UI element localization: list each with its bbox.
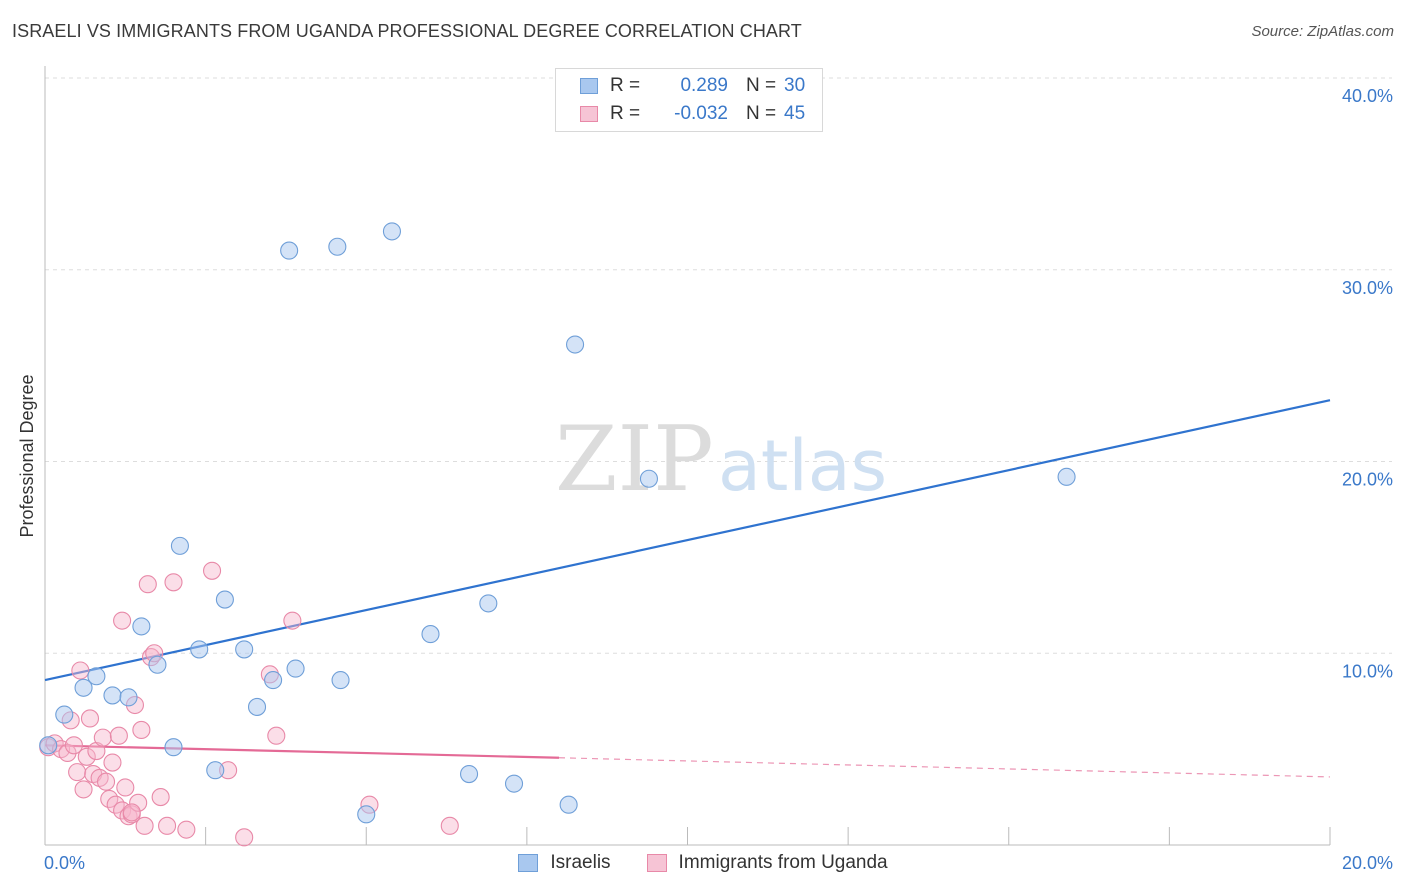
- israelis-point: [421, 625, 440, 644]
- uganda-point: [77, 747, 96, 766]
- legend-row-israelis: R = 0.289 N = 30: [580, 74, 805, 98]
- y-tick-label: 20.0%: [1342, 470, 1393, 490]
- israelis-point: [39, 736, 58, 755]
- data-points: [39, 222, 1076, 847]
- israelis-point: [286, 659, 305, 678]
- watermark-zip: ZIP: [555, 407, 714, 512]
- israelis-point: [170, 536, 189, 555]
- uganda-point: [109, 726, 128, 745]
- axes: [44, 66, 1331, 846]
- israelis-point: [1057, 467, 1076, 486]
- israelis-point: [639, 469, 659, 488]
- uganda-point: [164, 573, 183, 592]
- uganda-point: [71, 661, 90, 680]
- israelis-point: [459, 765, 479, 784]
- uganda-point: [116, 778, 135, 797]
- legend-r-value: -0.032: [674, 103, 728, 124]
- uganda-point: [122, 803, 141, 822]
- israelis-point: [504, 774, 524, 793]
- israelis-point: [566, 335, 585, 354]
- israelis-point: [190, 640, 209, 659]
- uganda-point: [440, 816, 459, 835]
- legend-n-value: 30: [784, 75, 806, 96]
- grid-lines: [45, 77, 1392, 654]
- uganda-point: [177, 820, 196, 839]
- y-tick-label: 40.0%: [1342, 86, 1393, 106]
- israelis-point: [103, 686, 122, 705]
- stats-legend: R = 0.289 N = 30 R = -0.032 N = 45: [555, 68, 823, 132]
- legend-item-uganda[interactable]: Immigrants from Uganda: [646, 852, 888, 874]
- legend-item-israelis[interactable]: Israelis: [518, 852, 611, 874]
- uganda-point: [132, 720, 151, 740]
- uganda-trend-line: [44, 744, 560, 759]
- uganda-legend-label: Immigrants from Uganda: [678, 852, 888, 873]
- israelis-point: [164, 738, 183, 757]
- israelis-point: [357, 805, 376, 824]
- trend-lines: [44, 399, 1331, 778]
- uganda-point: [68, 763, 87, 782]
- y-tick-label: 10.0%: [1342, 661, 1393, 681]
- source-credit: Source: ZipAtlas.com: [1251, 23, 1394, 40]
- legend-r-label: R =: [610, 75, 641, 96]
- israelis-point: [215, 590, 234, 609]
- uganda-point: [158, 816, 177, 835]
- uganda-point: [113, 611, 132, 630]
- uganda-point: [58, 743, 77, 763]
- uganda-point: [283, 611, 302, 630]
- uganda-point: [138, 575, 157, 594]
- israelis-point: [132, 617, 151, 636]
- legend-r-label: R =: [610, 103, 641, 124]
- uganda-point: [203, 561, 222, 580]
- israelis-point: [235, 640, 254, 659]
- israelis-point: [559, 795, 578, 814]
- tick-labels: 10.0% 20.0% 30.0% 40.0% 0.0% 20.0%: [44, 86, 1393, 873]
- legend-n-value: 45: [784, 103, 806, 124]
- israelis-point: [328, 237, 347, 256]
- israelis-legend-swatch: [518, 854, 539, 872]
- israelis-point: [55, 705, 74, 724]
- israelis-point: [280, 241, 299, 260]
- israelis-swatch: [580, 78, 598, 94]
- uganda-point: [80, 709, 100, 728]
- israelis-legend-label: Israelis: [550, 852, 611, 873]
- israelis-point: [74, 678, 93, 697]
- y-axis-label: Professional Degree: [17, 374, 37, 537]
- israelis-point: [331, 671, 350, 690]
- legend-r-value: 0.289: [680, 75, 728, 96]
- israelis-point: [206, 761, 225, 780]
- y-tick-label: 30.0%: [1342, 278, 1393, 298]
- israelis-point: [87, 667, 106, 686]
- uganda-point: [74, 780, 93, 799]
- israelis-trend-line: [44, 399, 1331, 682]
- israelis-point: [264, 671, 283, 690]
- watermark-atlas: atlas: [718, 425, 887, 507]
- israelis-point: [382, 222, 402, 241]
- legend-row-uganda: R = -0.032 N = 45: [580, 102, 805, 126]
- israelis-point: [148, 655, 167, 674]
- series-legend: Israelis Immigrants from Uganda: [0, 852, 1406, 874]
- uganda-point: [151, 788, 170, 807]
- legend-n-label: N =: [746, 75, 777, 96]
- uganda-point: [235, 828, 254, 847]
- watermark: ZIP atlas: [555, 407, 887, 512]
- israelis-point: [479, 594, 498, 613]
- legend-n-label: N =: [746, 103, 777, 124]
- uganda-point: [93, 728, 112, 747]
- uganda-point: [64, 736, 83, 755]
- uganda-legend-swatch: [646, 854, 667, 872]
- uganda-point: [96, 772, 116, 791]
- uganda-point: [129, 793, 148, 812]
- x-tick-label-min: 0.0%: [44, 853, 85, 873]
- uganda-point: [135, 816, 154, 835]
- chart-title: ISRAELI VS IMMIGRANTS FROM UGANDA PROFES…: [12, 21, 802, 41]
- uganda-trend-extension: [558, 757, 1331, 778]
- x-tick-label-max: 20.0%: [1342, 853, 1393, 873]
- uganda-point: [267, 726, 286, 745]
- israelis-point: [247, 697, 267, 716]
- uganda-swatch: [580, 106, 598, 122]
- israelis-point: [119, 688, 138, 707]
- uganda-point: [103, 753, 122, 772]
